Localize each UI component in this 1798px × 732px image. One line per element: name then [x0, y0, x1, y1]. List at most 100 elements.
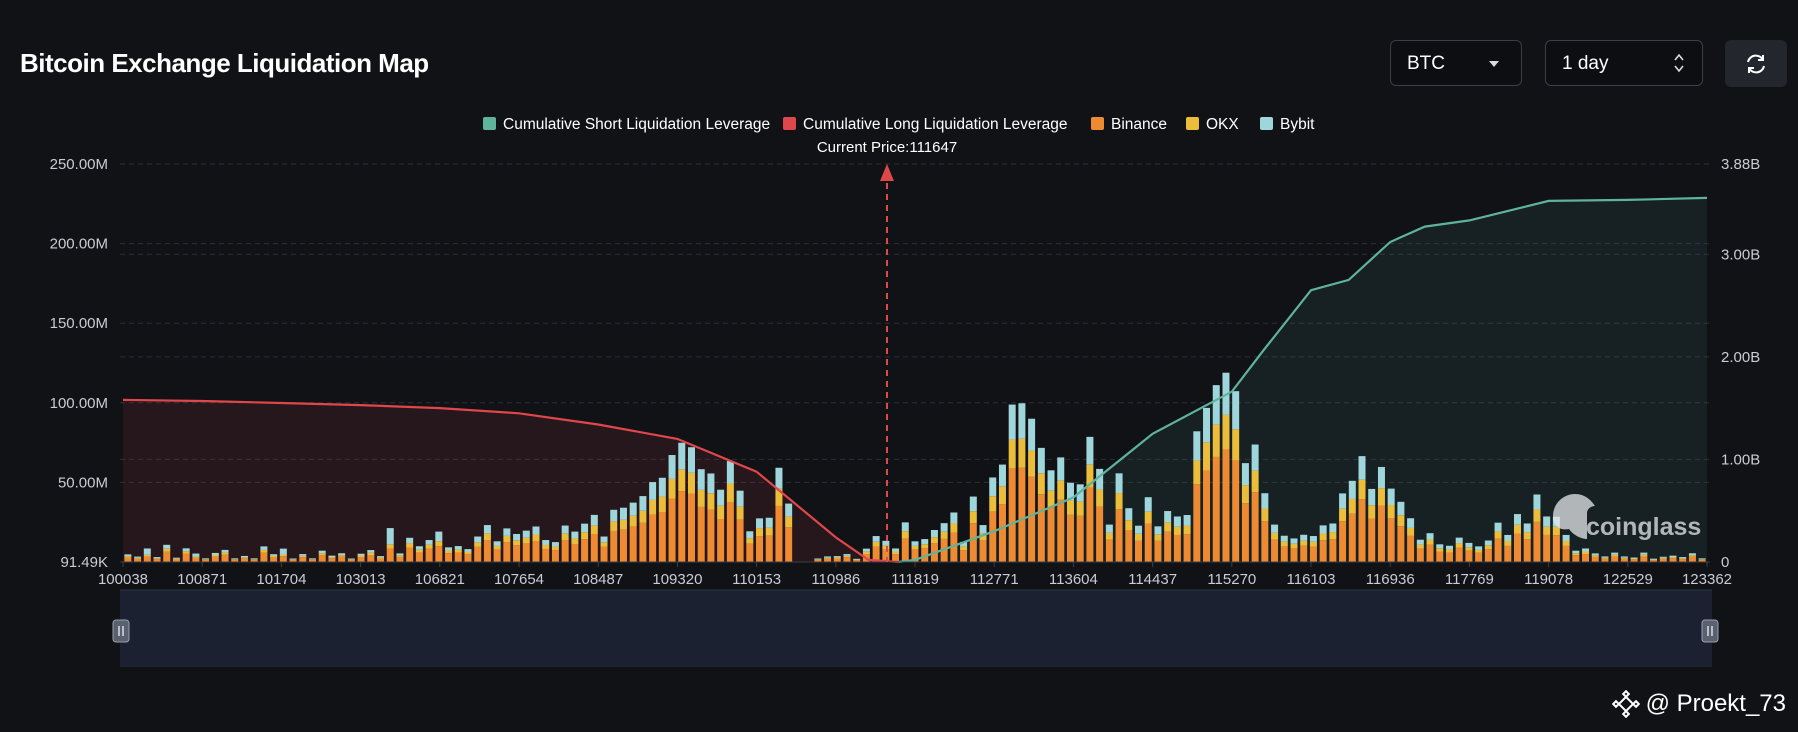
bar-binance [1115, 509, 1123, 562]
bar-bybit [1271, 524, 1279, 533]
bar-bybit [367, 550, 375, 553]
bar-okx [328, 557, 336, 559]
bar-binance [1144, 523, 1152, 562]
bar-okx [270, 555, 278, 558]
bar-okx [1640, 554, 1648, 557]
bar-bybit [163, 544, 171, 549]
bar-okx [1698, 559, 1706, 560]
bar-okx [1455, 543, 1463, 548]
bar-bybit [969, 496, 977, 512]
short-area [898, 197, 1707, 562]
bar-binance [1028, 476, 1036, 562]
bar-bybit [308, 558, 316, 560]
bar-binance [1271, 539, 1279, 562]
x-tick-label: 100038 [98, 571, 148, 588]
bar-bybit [328, 555, 336, 558]
bar-bybit [746, 531, 754, 539]
bar-binance [639, 522, 647, 562]
bar-bybit [901, 522, 909, 532]
bar-bybit [1057, 457, 1065, 481]
bar-bybit [1086, 436, 1094, 465]
bar-okx [950, 523, 958, 533]
bar-bybit [396, 553, 404, 556]
range-slider-right-handle[interactable] [1701, 619, 1719, 643]
bar-bybit [921, 539, 929, 545]
bar-bybit [1135, 525, 1143, 534]
bar-okx [1397, 515, 1405, 527]
bar-okx [357, 555, 365, 558]
bar-okx [1241, 485, 1249, 504]
bar-binance [211, 556, 219, 562]
bar-okx [736, 506, 744, 520]
bar-bybit [172, 557, 180, 559]
bar-okx [989, 496, 997, 512]
bar-bybit [1164, 511, 1172, 523]
bar-bybit [1251, 444, 1259, 471]
range-slider-track[interactable] [120, 590, 1712, 667]
long-cumulative-line [122, 398, 899, 564]
bar-bybit [1261, 493, 1269, 509]
bar-bybit [649, 482, 657, 500]
y-left-tick-label: 250.00M [50, 156, 108, 173]
bar-bybit [1504, 534, 1512, 541]
page-title: Bitcoin Exchange Liquidation Map [20, 48, 429, 78]
bar-okx [338, 555, 346, 557]
bar-bybit [1407, 518, 1415, 528]
bar-bybit [338, 553, 346, 556]
bar-bybit [639, 496, 647, 511]
bar-okx [940, 531, 948, 539]
refresh-button[interactable] [1725, 40, 1787, 87]
bar-okx [561, 533, 569, 541]
x-tick-label: 112771 [970, 571, 1019, 588]
bar-bybit [1562, 534, 1570, 541]
bar-binance [1620, 558, 1628, 562]
bar-binance [1280, 546, 1288, 562]
range-slider-left-handle[interactable] [112, 619, 130, 643]
time-range-select[interactable]: 1 day [1545, 40, 1703, 86]
bar-okx [1504, 540, 1512, 546]
bar-binance [892, 554, 900, 562]
bar-bybit [872, 536, 880, 542]
bar-bybit [1582, 548, 1590, 552]
bar-binance [1290, 547, 1298, 562]
y-right-tick-label: 3.00B [1721, 246, 1760, 263]
bar-okx [1261, 508, 1269, 522]
bar-okx [756, 528, 764, 537]
bar-bybit [153, 557, 161, 559]
bar-bybit [571, 531, 579, 539]
bar-binance [153, 559, 161, 562]
bar-binance [1455, 547, 1463, 562]
bar-binance [1222, 449, 1230, 562]
bar-bybit [1309, 536, 1317, 542]
cumulative-areas [123, 197, 1707, 562]
coin-select[interactable]: BTC [1390, 40, 1522, 86]
coin-select-value: BTC [1407, 53, 1445, 74]
bar-binance [1125, 530, 1133, 562]
bar-okx [240, 557, 248, 559]
bar-bybit [483, 525, 491, 534]
bar-bybit [1698, 558, 1706, 560]
bar-binance [202, 559, 210, 562]
legend-swatch [483, 117, 496, 130]
bar-okx [299, 555, 307, 558]
bar-bybit [493, 541, 501, 546]
bar-binance [1552, 535, 1560, 562]
bar-okx [649, 499, 657, 515]
bar-okx [590, 525, 598, 534]
bar-bybit [1514, 514, 1522, 525]
bar-bybit [1679, 557, 1687, 559]
bar-binance [1154, 540, 1162, 562]
legend-item: Binance [1091, 116, 1167, 133]
bar-okx [1348, 498, 1356, 514]
bar-binance [765, 535, 773, 562]
bar-okx [1125, 520, 1133, 531]
bar-okx [513, 540, 521, 546]
bar-bybit [853, 558, 861, 560]
bar-binance [1008, 468, 1016, 562]
x-tick-label: 107654 [494, 571, 544, 588]
bar-bybit [1339, 493, 1347, 509]
bar-okx [1066, 500, 1074, 515]
bar-okx [862, 551, 870, 555]
bar-bybit [1640, 552, 1648, 555]
bar-okx [1309, 541, 1317, 547]
